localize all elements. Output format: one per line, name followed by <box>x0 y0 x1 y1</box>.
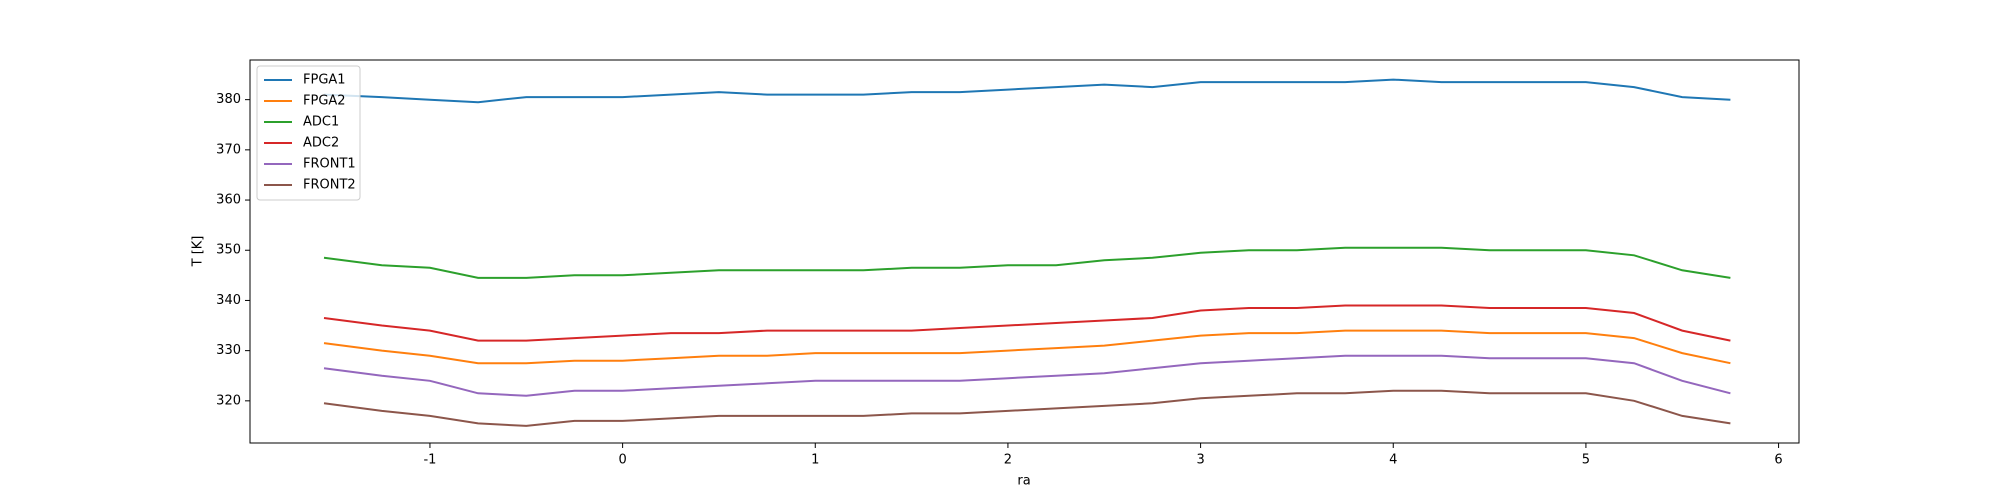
x-tick-label: 0 <box>618 453 626 468</box>
y-tick-label: 330 <box>216 343 241 358</box>
x-tick-label: 2 <box>1004 453 1012 468</box>
legend-label: FRONT2 <box>303 178 356 193</box>
data-line <box>323 246 1731 279</box>
data-line <box>323 389 1731 427</box>
data-line <box>323 78 1731 104</box>
x-tick-label: 4 <box>1389 453 1397 468</box>
legend-label: FRONT1 <box>303 157 356 172</box>
legend-label: ADC1 <box>303 115 339 130</box>
data-line <box>323 304 1731 342</box>
data-line <box>323 329 1731 365</box>
y-axis-label: T [K] <box>191 236 206 268</box>
x-axis-label: ra <box>1017 474 1030 489</box>
y-tick-label: 380 <box>216 92 241 107</box>
legend-box <box>256 65 361 201</box>
plot-frame <box>249 59 1800 444</box>
y-tick-label: 370 <box>216 142 241 157</box>
x-tick-label: 1 <box>811 453 819 468</box>
y-tick-label: 320 <box>216 393 241 408</box>
x-tick-label: 3 <box>1196 453 1204 468</box>
y-tick-label: 340 <box>216 293 241 308</box>
y-tick-label: 360 <box>216 193 241 208</box>
legend-label: FPGA1 <box>303 73 346 88</box>
legend-label: FPGA2 <box>303 94 346 109</box>
x-tick-label: 6 <box>1774 453 1782 468</box>
x-tick-label: -1 <box>423 453 436 468</box>
y-tick-label: 350 <box>216 243 241 258</box>
data-line <box>323 354 1731 397</box>
x-tick-label: 5 <box>1582 453 1590 468</box>
legend-label: ADC2 <box>303 136 339 151</box>
